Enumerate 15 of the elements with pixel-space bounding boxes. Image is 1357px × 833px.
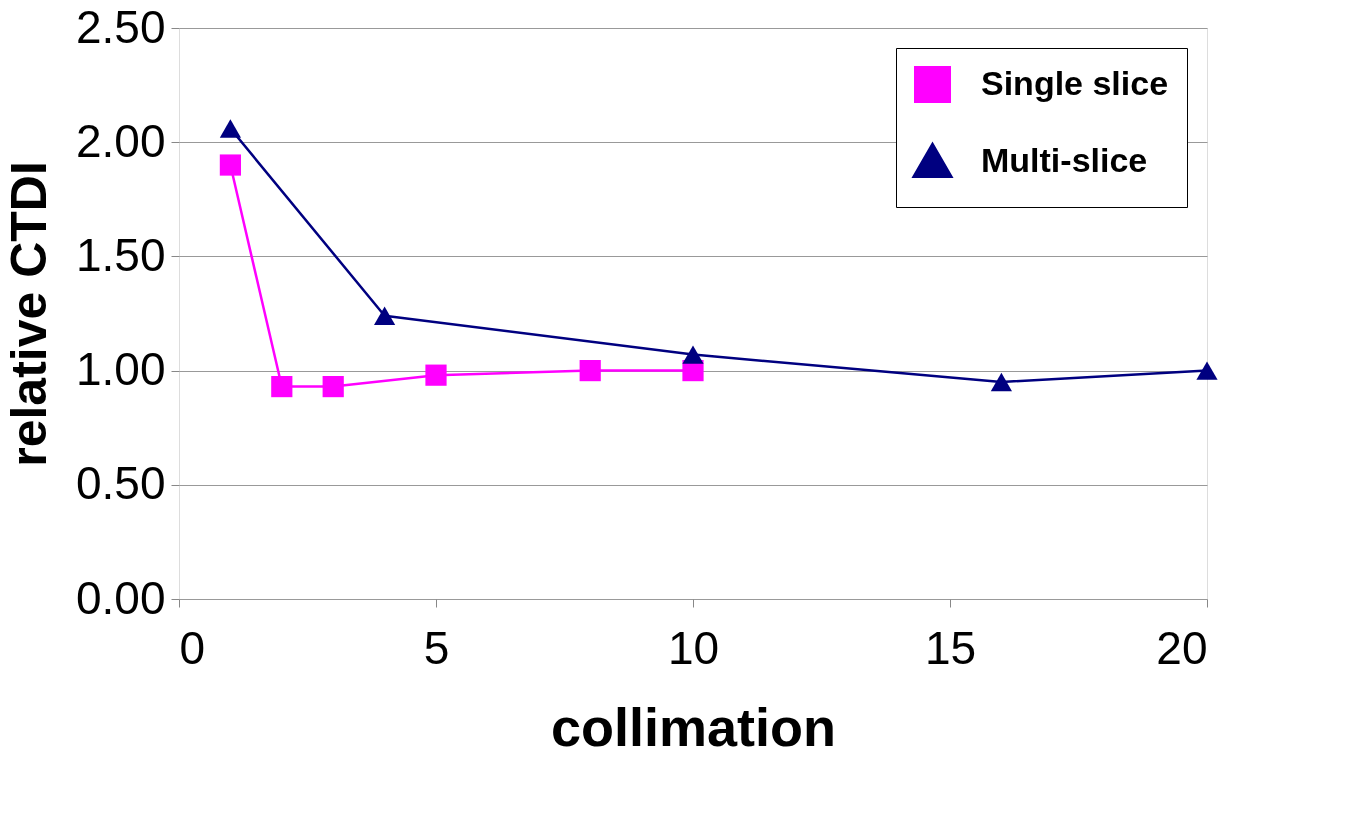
legend-label: Single slice: [981, 63, 1169, 102]
y-tick-label: 1.50: [75, 228, 166, 281]
legend-label: Multi-slice: [981, 140, 1148, 179]
x-tick-label: 20: [1156, 621, 1208, 674]
y-axis-title: relative CTDI: [0, 161, 57, 467]
x-tick-label: 10: [667, 621, 720, 674]
y-tick-label: 0.00: [75, 571, 166, 624]
x-axis-title: collimation: [550, 696, 837, 757]
y-tick-label: 2.50: [75, 0, 166, 53]
x-tick-label: 0: [179, 621, 206, 674]
x-tick-label: 5: [423, 621, 450, 674]
y-tick-label: 2.00: [75, 114, 166, 167]
y-tick-label: 1.00: [75, 343, 166, 396]
x-tick-label: 15: [924, 621, 977, 674]
y-tick-label: 0.50: [75, 457, 166, 510]
